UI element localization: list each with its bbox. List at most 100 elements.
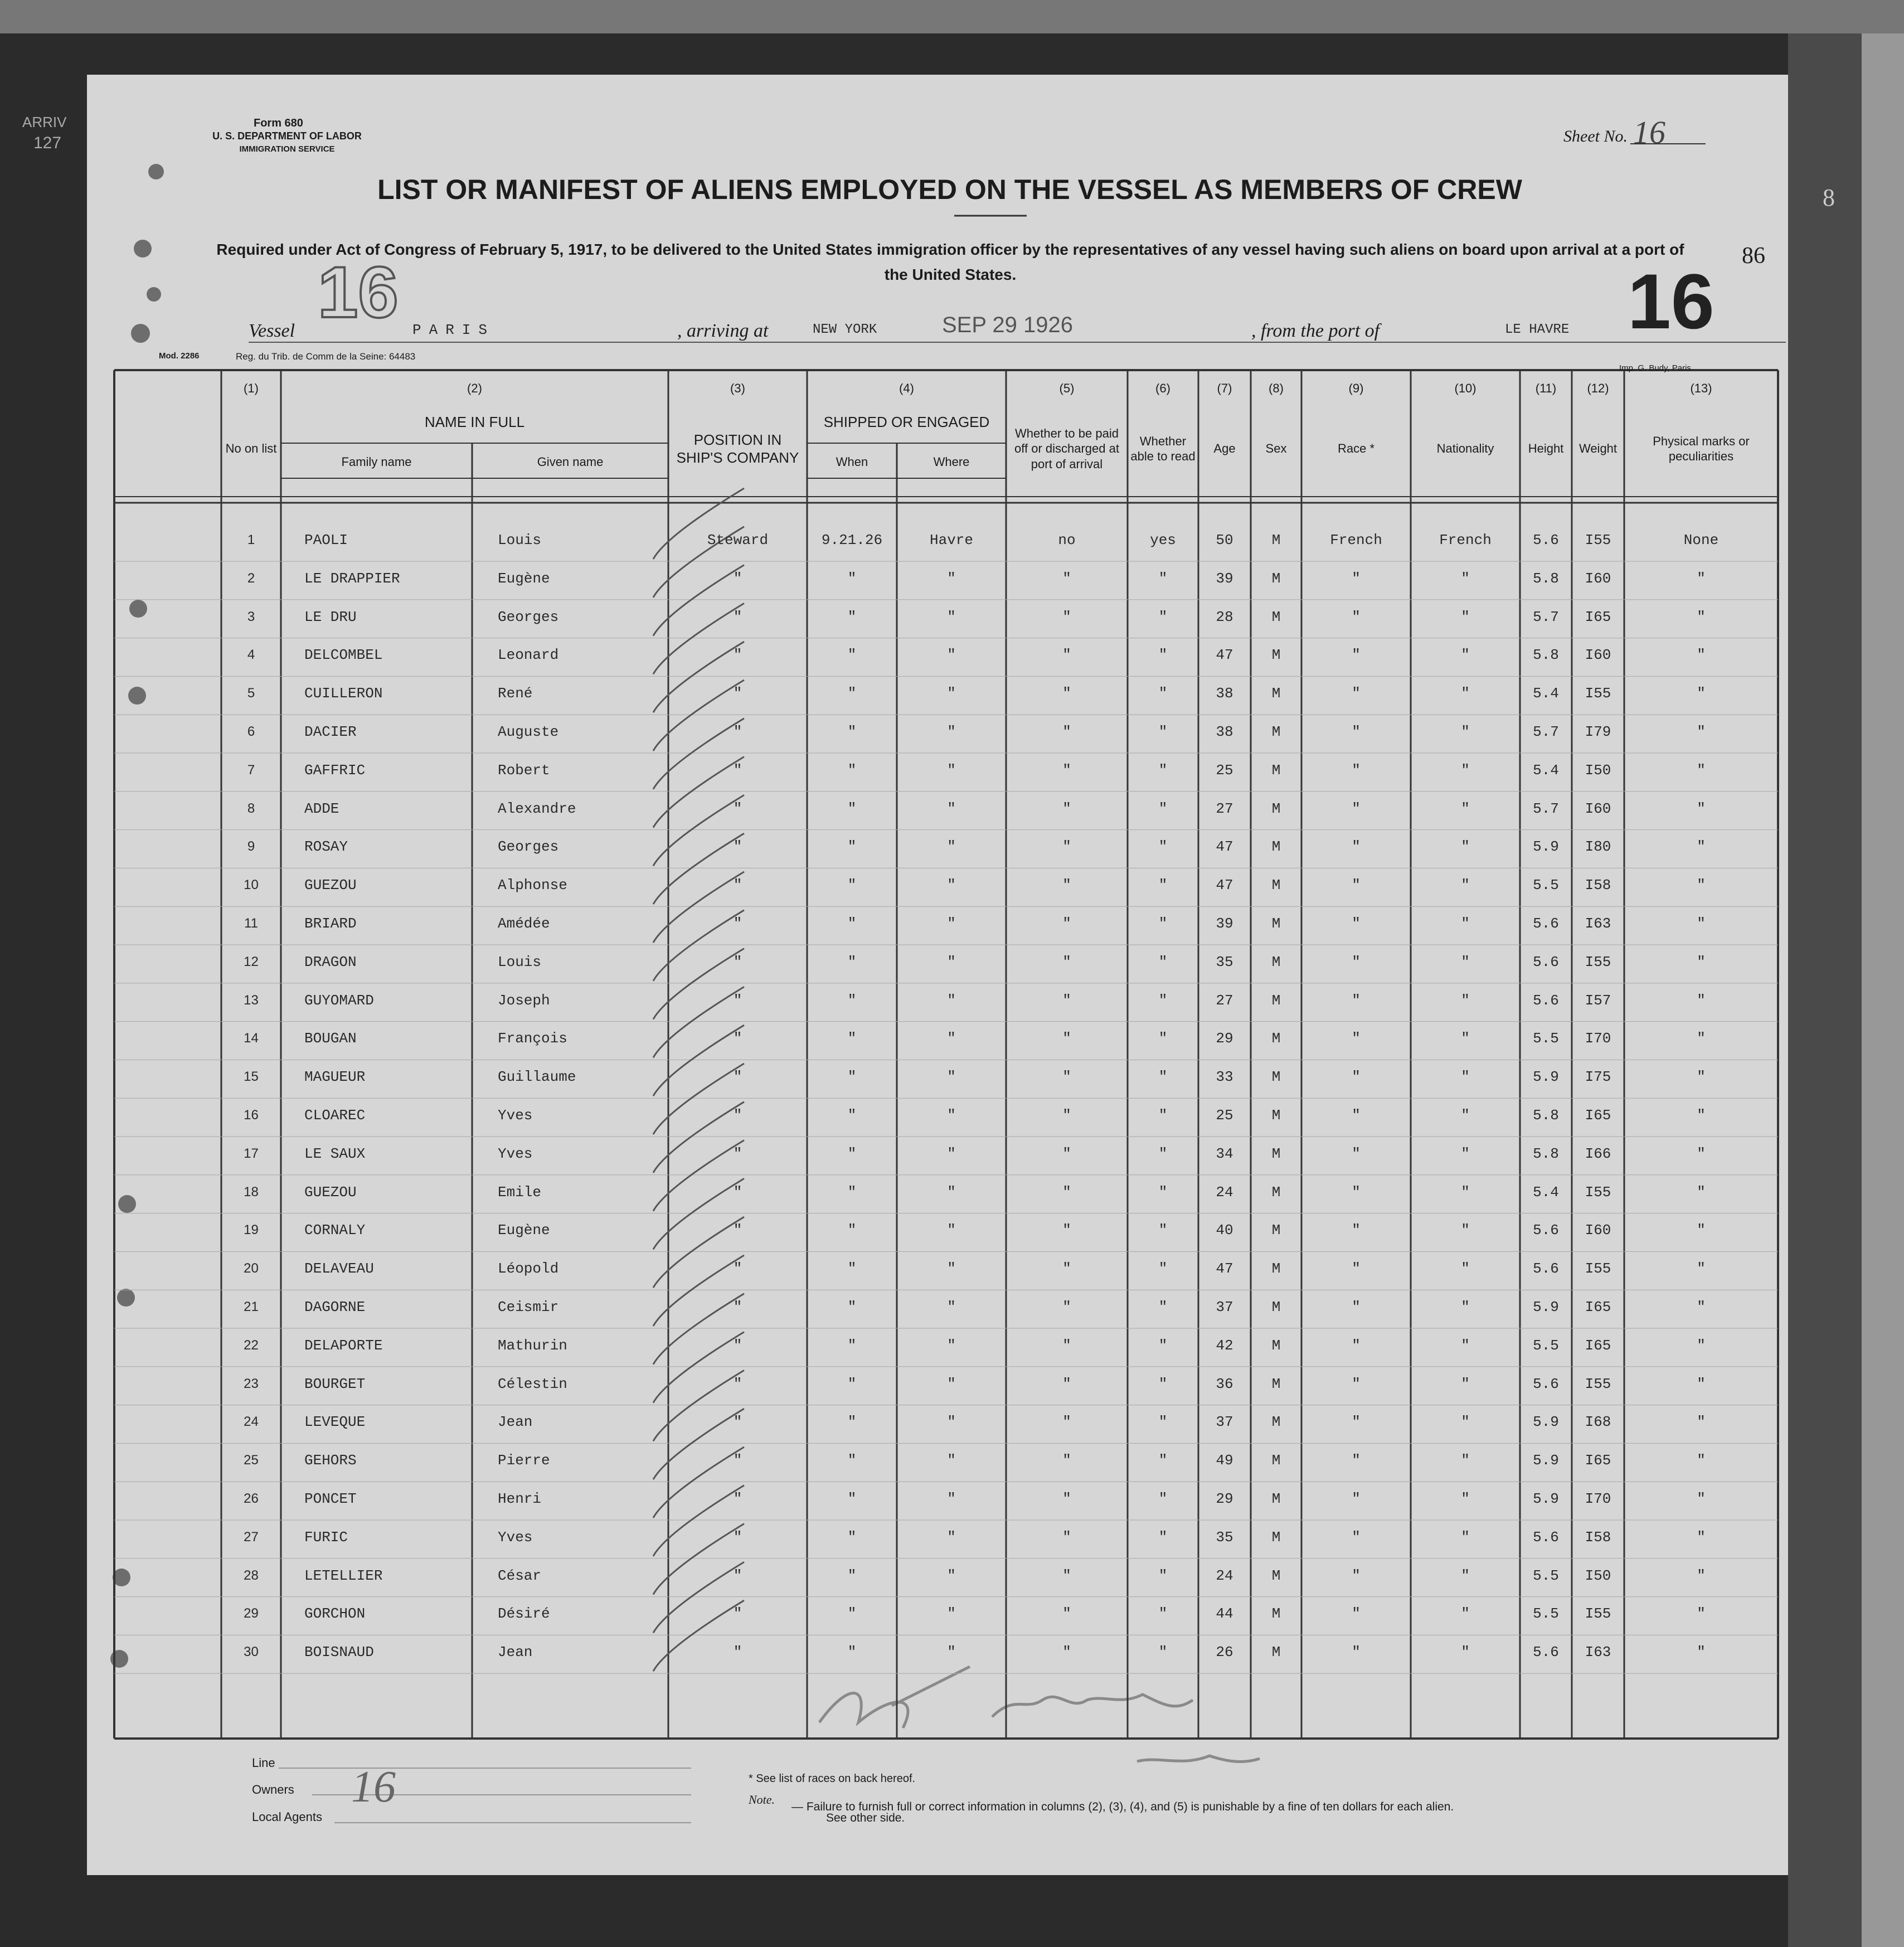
cell: M bbox=[1271, 915, 1281, 932]
given-name: Henri bbox=[498, 1490, 542, 1507]
cell: I55 bbox=[1585, 532, 1611, 548]
cell: " bbox=[1461, 953, 1470, 970]
cell: " bbox=[1697, 647, 1706, 664]
cell: M bbox=[1271, 1528, 1281, 1546]
given-name: Yves bbox=[498, 1107, 533, 1124]
cell: " bbox=[733, 1567, 742, 1584]
family-name: GAFFRIC bbox=[304, 761, 366, 779]
cell: " bbox=[733, 1145, 742, 1162]
footer-label: Local Agents bbox=[252, 1810, 322, 1824]
column-header: Sex bbox=[1265, 441, 1287, 456]
cell: " bbox=[1062, 1183, 1071, 1201]
cell: " bbox=[1461, 1605, 1470, 1623]
given-name: Louis bbox=[498, 532, 542, 548]
cell: 11 bbox=[244, 916, 258, 931]
cell: " bbox=[1352, 1605, 1361, 1623]
cell: " bbox=[947, 1260, 956, 1278]
cell: " bbox=[1697, 1452, 1706, 1469]
given-name: Désiré bbox=[498, 1605, 550, 1623]
cell: M bbox=[1271, 570, 1281, 587]
check-mark bbox=[652, 1062, 745, 1135]
cell: " bbox=[733, 1490, 742, 1507]
cell: 37 bbox=[1216, 1414, 1233, 1431]
cell: " bbox=[1461, 1375, 1470, 1392]
cell: " bbox=[1158, 1299, 1168, 1315]
cell: I55 bbox=[1585, 685, 1611, 702]
cell: " bbox=[1697, 1337, 1706, 1354]
family-name: DELCOMBEL bbox=[304, 647, 383, 664]
cell: " bbox=[1352, 1644, 1361, 1661]
cell: 35 bbox=[1216, 1528, 1233, 1546]
family-name: CLOAREC bbox=[304, 1107, 366, 1124]
cell: French bbox=[1439, 532, 1492, 548]
cell: 5.6 bbox=[1533, 1528, 1559, 1546]
cell: " bbox=[1158, 685, 1168, 702]
cell: " bbox=[1461, 761, 1470, 779]
cell: None bbox=[1683, 532, 1719, 548]
cell: I55 bbox=[1585, 1605, 1611, 1623]
cell: " bbox=[1461, 1644, 1470, 1661]
cell: I75 bbox=[1585, 1069, 1611, 1086]
cell: " bbox=[847, 1528, 857, 1546]
owners-value: 16 bbox=[351, 1763, 396, 1812]
family-name: DELAVEAU bbox=[304, 1260, 374, 1278]
cell: I60 bbox=[1585, 647, 1611, 664]
cell: 18 bbox=[244, 1184, 259, 1200]
given-name: Pierre bbox=[498, 1452, 550, 1469]
cell: M bbox=[1271, 838, 1281, 856]
given-name: Alexandre bbox=[498, 800, 576, 817]
cell: I55 bbox=[1585, 1260, 1611, 1278]
cell: 5.7 bbox=[1533, 608, 1559, 625]
cell: " bbox=[1352, 647, 1361, 664]
cell: 15 bbox=[244, 1069, 259, 1085]
cell: " bbox=[1158, 800, 1168, 817]
cell: " bbox=[1062, 1452, 1071, 1469]
check-mark bbox=[652, 1407, 745, 1480]
cell: " bbox=[1461, 1260, 1470, 1278]
cell: " bbox=[1352, 1069, 1361, 1086]
check-mark bbox=[652, 986, 745, 1059]
cell: I55 bbox=[1585, 1375, 1611, 1392]
cell: " bbox=[1158, 761, 1168, 779]
cell: " bbox=[1352, 761, 1361, 779]
column-header: No on list bbox=[225, 441, 277, 456]
cell: " bbox=[1158, 992, 1168, 1009]
check-mark bbox=[652, 1599, 745, 1672]
cell: " bbox=[1461, 1183, 1470, 1201]
family-name: BOURGET bbox=[304, 1375, 366, 1392]
cell: " bbox=[1158, 1605, 1168, 1623]
cell: " bbox=[947, 1145, 956, 1162]
cell: 5.4 bbox=[1533, 1183, 1559, 1201]
cell: " bbox=[1697, 1375, 1706, 1392]
cell: 5.9 bbox=[1533, 1452, 1559, 1469]
cell: 5.6 bbox=[1533, 915, 1559, 932]
cell: " bbox=[847, 1260, 857, 1278]
cell: " bbox=[847, 1337, 857, 1354]
cell: " bbox=[1158, 647, 1168, 664]
imprint: Imp. G. Budy, Paris bbox=[1619, 363, 1691, 373]
check-mark bbox=[652, 1523, 745, 1595]
cell: " bbox=[1697, 992, 1706, 1009]
cell: 24 bbox=[244, 1414, 259, 1430]
cell: " bbox=[947, 608, 956, 625]
cell: 4 bbox=[247, 647, 255, 663]
cell: " bbox=[1158, 1030, 1168, 1047]
cell: M bbox=[1271, 1069, 1281, 1086]
cell: " bbox=[1158, 1528, 1168, 1546]
cell: " bbox=[1697, 570, 1706, 587]
cell: " bbox=[733, 838, 742, 856]
cell: " bbox=[947, 1030, 956, 1047]
cell: " bbox=[1158, 1145, 1168, 1162]
cell: " bbox=[733, 1452, 742, 1469]
cell: " bbox=[1697, 1183, 1706, 1201]
cell: 5.8 bbox=[1533, 1145, 1559, 1162]
edge-shadow bbox=[1788, 0, 1862, 1947]
cell: M bbox=[1271, 647, 1281, 664]
cell: " bbox=[1461, 800, 1470, 817]
cell: " bbox=[847, 1452, 857, 1469]
column-number: (13) bbox=[1690, 381, 1712, 395]
cell: " bbox=[1352, 724, 1361, 740]
cell: 5.9 bbox=[1533, 1414, 1559, 1431]
cell: " bbox=[847, 1030, 857, 1047]
given-name: Eugène bbox=[498, 570, 550, 587]
